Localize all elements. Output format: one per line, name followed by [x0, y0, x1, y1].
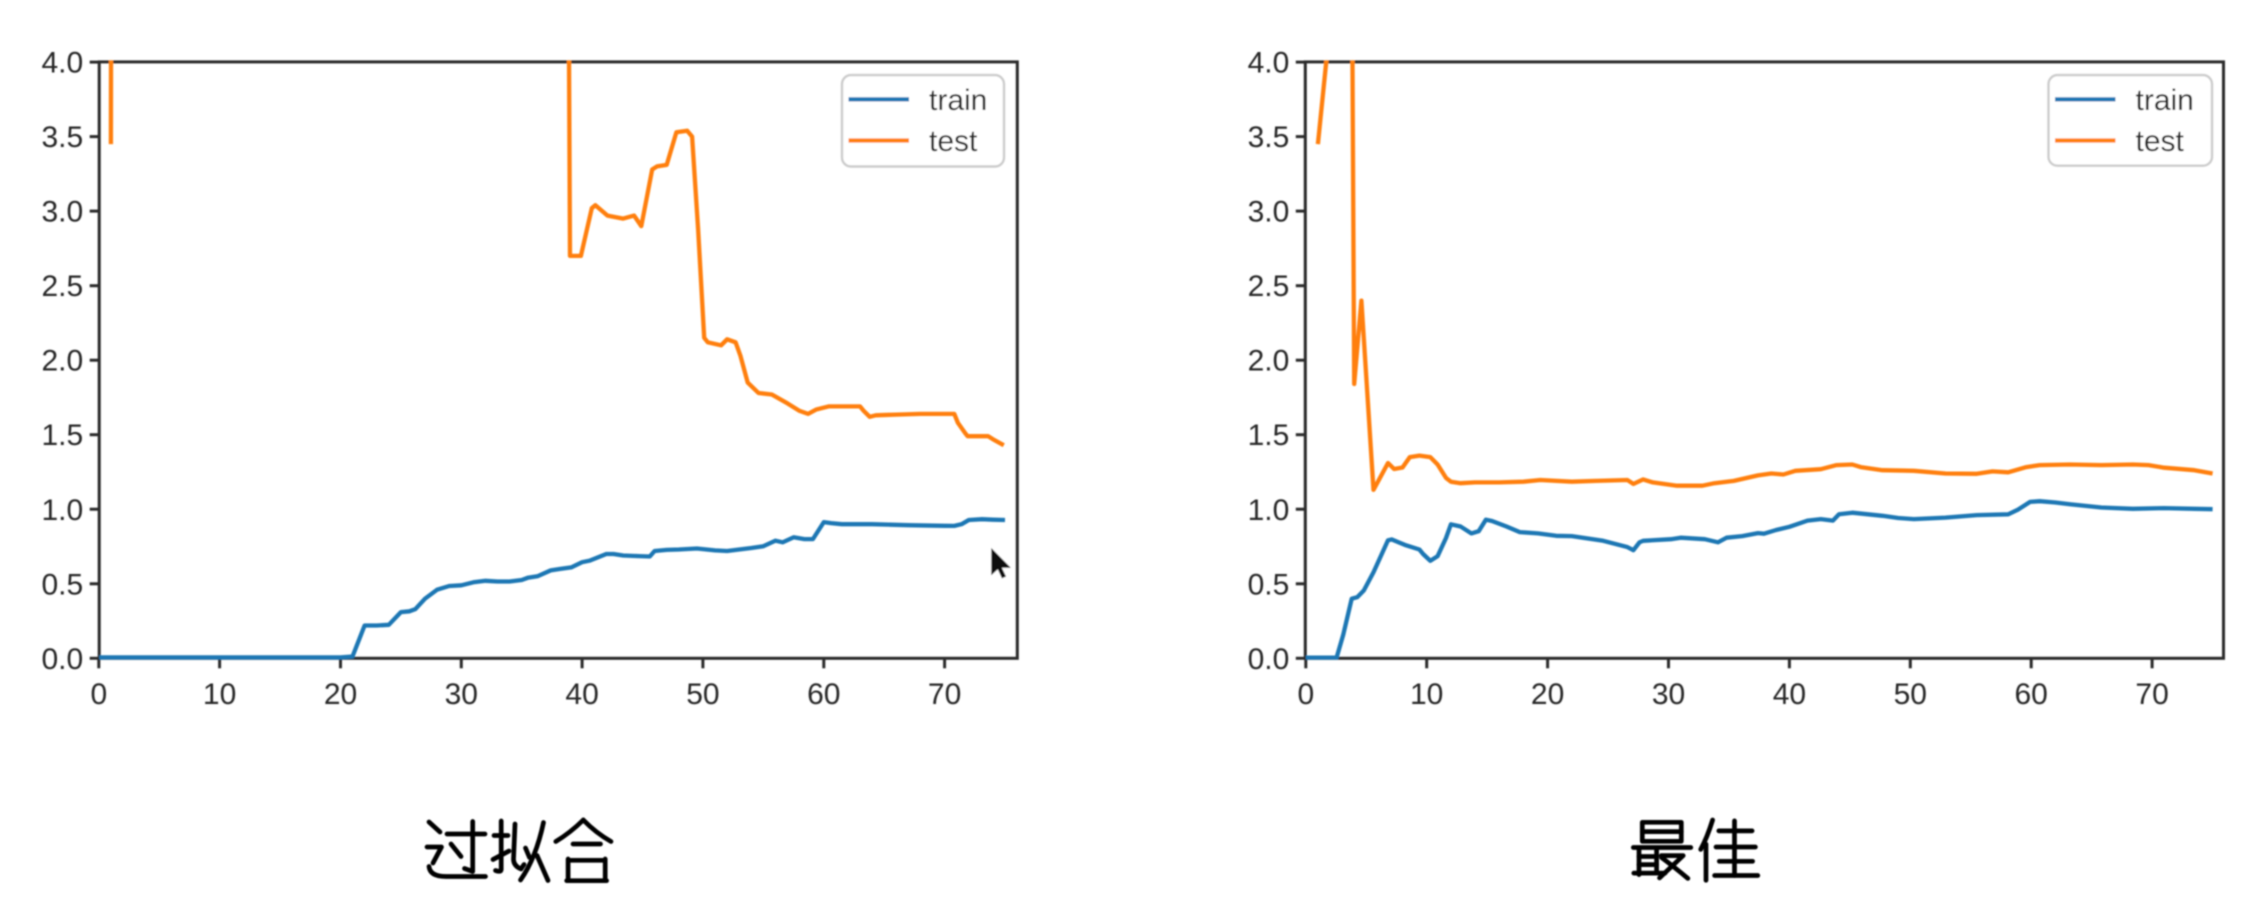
svg-text:1.0: 1.0	[1248, 494, 1290, 527]
svg-text:20: 20	[1531, 678, 1564, 711]
svg-text:50: 50	[686, 678, 719, 711]
svg-text:50: 50	[1894, 678, 1927, 711]
svg-text:2.5: 2.5	[1248, 270, 1290, 303]
svg-text:1.5: 1.5	[1248, 419, 1290, 452]
svg-text:0.5: 0.5	[41, 568, 83, 601]
svg-text:60: 60	[2015, 678, 2048, 711]
svg-text:1.5: 1.5	[41, 419, 83, 452]
svg-text:10: 10	[1410, 678, 1443, 711]
svg-text:2.0: 2.0	[1248, 345, 1290, 378]
svg-text:0: 0	[1297, 678, 1314, 711]
svg-text:20: 20	[324, 678, 357, 711]
svg-text:0.5: 0.5	[1248, 568, 1290, 601]
svg-text:30: 30	[1652, 678, 1685, 711]
svg-text:3.5: 3.5	[41, 121, 83, 154]
svg-text:3.5: 3.5	[1248, 121, 1290, 154]
svg-text:3.0: 3.0	[41, 196, 83, 229]
svg-text:10: 10	[203, 678, 236, 711]
svg-text:2.0: 2.0	[41, 345, 83, 378]
svg-text:40: 40	[565, 678, 598, 711]
svg-text:train: train	[929, 84, 987, 117]
svg-text:3.0: 3.0	[1248, 196, 1290, 229]
svg-text:30: 30	[445, 678, 478, 711]
svg-text:0: 0	[90, 678, 107, 711]
svg-text:70: 70	[2135, 678, 2168, 711]
svg-text:test: test	[2136, 125, 2185, 158]
svg-text:60: 60	[807, 678, 840, 711]
svg-text:test: test	[929, 125, 978, 158]
svg-text:0.0: 0.0	[41, 643, 83, 676]
svg-text:4.0: 4.0	[41, 47, 83, 80]
svg-text:train: train	[2136, 84, 2194, 117]
svg-text:70: 70	[928, 678, 961, 711]
svg-text:4.0: 4.0	[1248, 47, 1290, 80]
svg-text:1.0: 1.0	[41, 494, 83, 527]
svg-text:0.0: 0.0	[1248, 643, 1290, 676]
svg-text:40: 40	[1773, 678, 1806, 711]
svg-text:2.5: 2.5	[41, 270, 83, 303]
